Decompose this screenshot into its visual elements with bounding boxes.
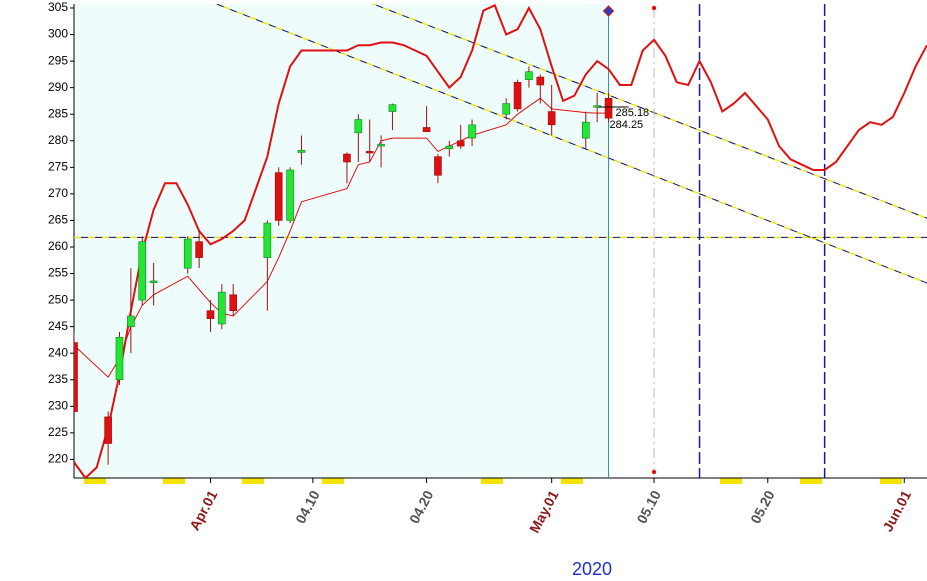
y-tick-label: 285 [48, 106, 68, 120]
x-tick-label: Jun.01 [879, 487, 914, 534]
candle-body [195, 241, 203, 258]
trendline [215, 4, 927, 284]
candle-body [388, 104, 397, 112]
weekend-markers [84, 478, 902, 484]
candle-body [263, 222, 272, 258]
candle-body [354, 119, 363, 134]
y-tick-label: 275 [48, 159, 68, 173]
x-tick-label: 05.10 [633, 487, 664, 526]
candle-body [468, 124, 476, 139]
y-tick-label: 240 [48, 345, 68, 359]
candle-body [127, 315, 135, 327]
x-axis-label: 2020 [572, 559, 612, 579]
y-tick-label: 225 [48, 425, 68, 439]
candle-body [74, 342, 78, 412]
y-tick-label: 265 [48, 213, 68, 227]
x-tick-label: May.01 [526, 487, 562, 535]
candle-body [274, 172, 283, 221]
candle-body [183, 238, 192, 269]
candle-body [604, 97, 613, 119]
marker-dot [651, 469, 657, 475]
annotation: 284.25 [610, 119, 644, 131]
trendline [214, 4, 927, 284]
x-tick-label: 05.20 [747, 487, 778, 526]
y-tick-label: 255 [48, 266, 68, 280]
candle-body [297, 150, 306, 153]
candle-body [377, 144, 385, 147]
candle-body [434, 156, 442, 176]
trendline [371, 4, 927, 219]
candle-body [445, 145, 454, 150]
plot-area [74, 4, 927, 478]
candle-body [525, 71, 533, 80]
candle-body [365, 151, 374, 154]
y-tick-label: 305 [48, 0, 68, 14]
annotation: 285.18 [616, 107, 650, 119]
candle-body [422, 127, 431, 133]
trendline [371, 4, 927, 219]
cursor-diamond [602, 5, 615, 17]
line [74, 4, 927, 478]
y-tick-label: 260 [48, 239, 68, 253]
candle-body [218, 291, 226, 325]
candle-body [115, 336, 124, 381]
candle-body [286, 169, 294, 221]
candle-body [547, 111, 556, 126]
marker-dot [651, 5, 657, 11]
candle-body [536, 76, 545, 86]
candle-body [138, 241, 147, 301]
x-tick-label: 04.20 [406, 487, 437, 526]
y-tick-label: 300 [48, 27, 68, 41]
x-tick-label: 04.10 [292, 487, 323, 526]
candle-body [581, 121, 590, 139]
y-tick-label: 230 [48, 398, 68, 412]
candle-body [456, 140, 465, 147]
y-tick-label: 235 [48, 372, 68, 386]
candle-body [513, 82, 522, 110]
y-tick-label: 220 [48, 452, 68, 466]
y-tick-label: 270 [48, 186, 68, 200]
candle-body [206, 310, 215, 319]
candle-body [502, 103, 510, 115]
y-tick-label: 295 [48, 53, 68, 67]
x-tick-label: Apr.01 [186, 487, 220, 532]
candle-body [229, 294, 238, 312]
y-tick-label: 290 [48, 80, 68, 94]
y-tick-label: 245 [48, 319, 68, 333]
candle-body [343, 153, 351, 163]
candle-body [104, 416, 112, 444]
y-tick-label: 280 [48, 133, 68, 147]
candle-body [149, 280, 158, 283]
line [74, 97, 609, 378]
y-tick-label: 250 [48, 292, 68, 306]
